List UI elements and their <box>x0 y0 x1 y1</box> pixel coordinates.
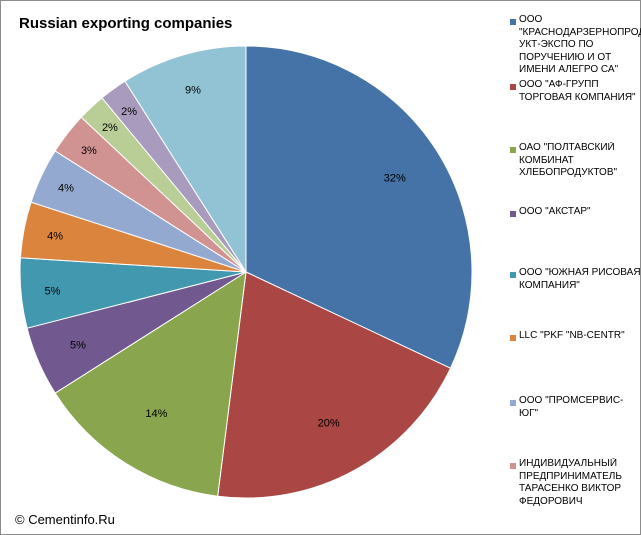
legend-label: ООО "КРАСНОДАРЗЕРНОПРОД УКТ-ЭКСПО ПО ПОР… <box>519 14 641 75</box>
source-credit: © Cementinfo.Ru <box>15 512 115 527</box>
slice-data-label: 32% <box>384 173 406 185</box>
pie-slice <box>54 271 247 497</box>
slice-data-label: 14% <box>145 408 167 420</box>
legend-swatch <box>510 84 516 90</box>
legend-label: ООО "АФ-ГРУПП ТОРГОВАЯ КОМПАНИЯ" <box>519 79 636 103</box>
legend-swatch <box>510 211 516 217</box>
slice-data-label: 2% <box>102 122 118 134</box>
legend-swatch <box>510 335 516 341</box>
legend-swatch <box>510 400 516 406</box>
legend-label: ИНДИВИДУАЛЬНЫЙ ПРЕДПРИНИМАТЕЛЬ ТАРАСЕНКО… <box>519 458 622 507</box>
legend-label: ООО "ЮЖНАЯ РИСОВАЯ КОМПАНИЯ" <box>519 267 641 291</box>
legend: ООО "КРАСНОДАРЗЕРНОПРОД УКТ-ЭКСПО ПО ПОР… <box>510 0 641 535</box>
slice-data-label: 9% <box>185 85 201 97</box>
slice-data-label: 3% <box>81 145 97 157</box>
pie-slice <box>245 45 473 369</box>
legend-swatch <box>510 147 516 153</box>
slice-data-label: 4% <box>47 231 63 243</box>
legend-label: LLC "PKF "NB-CENTR" <box>519 330 625 341</box>
legend-label: ОАО "ПОЛТАВСКИЙ КОМБИНАТ ХЛЕБОПРОДУКТОВ" <box>519 142 618 178</box>
legend-swatch <box>510 463 516 469</box>
legend-label: ООО "ПРОМСЕРВИС-ЮГ" <box>519 395 624 419</box>
legend-label: ООО "АКСТАР" <box>519 206 591 217</box>
chart-title: Russian exporting companies <box>19 15 233 32</box>
pie-slice <box>217 271 452 499</box>
slice-data-label: 2% <box>121 106 137 118</box>
slice-data-label: 5% <box>70 340 86 352</box>
pie-slice <box>124 45 247 274</box>
legend-swatch <box>510 272 516 278</box>
slice-data-label: 5% <box>45 285 61 297</box>
slice-data-label: 20% <box>318 418 340 430</box>
slice-data-label: 4% <box>58 182 74 194</box>
legend-swatch <box>510 19 516 25</box>
